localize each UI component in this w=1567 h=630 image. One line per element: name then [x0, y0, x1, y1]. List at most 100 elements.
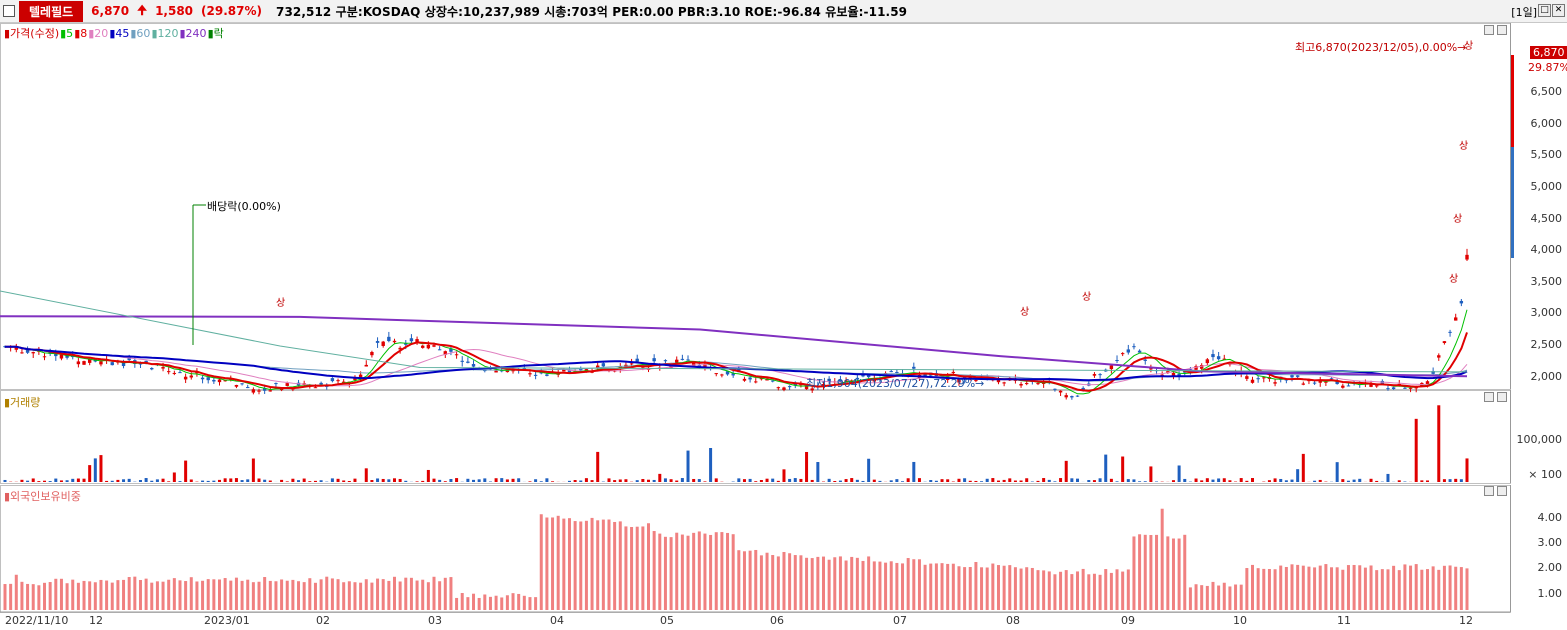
- foreign-ratio-bar: [1431, 566, 1435, 610]
- panel-minimize-button[interactable]: [1484, 392, 1494, 402]
- volume-bar: [573, 480, 577, 482]
- foreign-ratio-bar: [172, 578, 176, 610]
- volume-bar: [974, 480, 978, 482]
- candle-body: [1329, 378, 1334, 380]
- foreign-ratio-bar: [1397, 570, 1401, 610]
- volume-bar: [1425, 480, 1429, 482]
- foreign-ratio-bar: [556, 515, 560, 610]
- volume-bar: [330, 478, 334, 482]
- foreign-ratio-bar: [319, 579, 323, 610]
- volume-bar: [703, 481, 707, 482]
- foreign-ratio-bar: [65, 583, 69, 610]
- foreign-ratio-bar: [686, 535, 690, 610]
- foreign-ratio-bar: [1008, 565, 1012, 610]
- candle-body: [381, 341, 385, 346]
- foreign-ratio-bar: [1217, 585, 1221, 610]
- volume-bar: [99, 455, 103, 482]
- volume-bar: [929, 480, 933, 482]
- limit-up-marker: 상: [1453, 214, 1463, 225]
- candle-body: [1403, 387, 1407, 389]
- foreign-ratio-bar: [263, 577, 267, 610]
- restore-window-button[interactable]: □: [1538, 4, 1551, 17]
- volume-bar: [1250, 478, 1254, 482]
- volume-bar: [1138, 481, 1142, 482]
- volume-bar: [658, 473, 662, 482]
- volume-bar: [364, 468, 368, 482]
- foreign-ratio-bar: [748, 550, 752, 610]
- candle-body: [212, 379, 216, 382]
- foreign-ratio-bar: [607, 519, 611, 610]
- foreign-ratio-bar: [613, 521, 617, 610]
- volume-bar: [110, 480, 114, 482]
- foreign-ratio-bar: [511, 593, 515, 610]
- volume-bar: [1448, 479, 1452, 482]
- volume-bar: [82, 478, 86, 482]
- volume-bar: [122, 479, 126, 482]
- candle-body: [99, 361, 103, 365]
- close-window-button[interactable]: ✕: [1552, 4, 1565, 17]
- foreign-ratio-bar: [161, 581, 165, 610]
- foreign-ratio-bar: [1352, 564, 1356, 610]
- foreign-ratio-bar: [246, 579, 250, 610]
- foreign-ratio-bar: [1425, 569, 1429, 610]
- volume-bar: [906, 478, 910, 482]
- stock-chart[interactable]: [0, 23, 1567, 630]
- candle-body: [838, 379, 843, 382]
- candle-body: [172, 372, 177, 374]
- volume-bar: [1358, 478, 1362, 482]
- volume-bar: [54, 478, 58, 482]
- x-tick: 12: [89, 614, 103, 627]
- foreign-ratio-bar: [426, 582, 430, 610]
- select-checkbox[interactable]: [3, 5, 15, 17]
- candle-body: [217, 379, 222, 383]
- candle-body: [240, 383, 244, 385]
- volume-bar: [370, 480, 374, 482]
- candle-body: [76, 361, 81, 365]
- panel-close-button[interactable]: [1497, 25, 1507, 35]
- period-selector[interactable]: [1일]: [1511, 6, 1537, 19]
- low-price-annotation: 최저1,904(2023/07/27),72.29%→: [806, 377, 985, 390]
- volume-bar: [1025, 478, 1029, 482]
- volume-bar: [1171, 480, 1175, 482]
- foreign-ratio-bar: [1448, 565, 1452, 610]
- foreign-ratio-bar: [1211, 581, 1215, 610]
- foreign-ratio-bar: [285, 580, 289, 610]
- volume-bar: [3, 479, 7, 482]
- foreign-ratio-bar: [1177, 538, 1181, 610]
- stock-name[interactable]: 텔레필드: [19, 0, 84, 22]
- volume-bar: [65, 480, 69, 482]
- current-pct-tag: 29.87%: [1528, 61, 1567, 74]
- panel-minimize-button[interactable]: [1484, 486, 1494, 496]
- candle-body: [1166, 371, 1170, 374]
- foreign-ratio-bar: [1273, 569, 1277, 610]
- candle-body: [951, 371, 956, 373]
- foreign-ratio-bar: [1234, 584, 1238, 610]
- foreign-ratio-bar: [1442, 565, 1446, 610]
- candle-body: [528, 373, 532, 375]
- panel-close-button[interactable]: [1497, 392, 1507, 402]
- candle-body: [82, 361, 86, 365]
- foreign-ratio-bar: [9, 583, 13, 610]
- volume-bar: [912, 461, 916, 482]
- legend-item: ▮락: [207, 27, 224, 40]
- panel-minimize-button[interactable]: [1484, 25, 1494, 35]
- candle-body: [697, 364, 702, 368]
- foreign-ratio-bar: [776, 556, 780, 610]
- foreign-ratio-bar: [1171, 538, 1175, 610]
- candle-body: [1019, 383, 1023, 386]
- volume-bar: [432, 478, 436, 482]
- volume-bar: [889, 480, 893, 482]
- candle-body: [341, 381, 346, 383]
- volume-bar: [1149, 466, 1153, 482]
- foreign-ratio-bar: [1064, 570, 1068, 610]
- foreign-ratio-bar: [14, 574, 18, 610]
- volume-bar: [353, 478, 357, 482]
- volume-bar: [765, 478, 769, 482]
- foreign-ratio-bar: [1256, 568, 1260, 610]
- foreign-ratio-bar: [1115, 569, 1119, 610]
- volume-bar: [280, 479, 284, 482]
- panel-close-button[interactable]: [1497, 486, 1507, 496]
- candle-body: [1053, 388, 1057, 390]
- volume-bar: [669, 479, 673, 482]
- foreign-ratio-bar: [342, 582, 346, 610]
